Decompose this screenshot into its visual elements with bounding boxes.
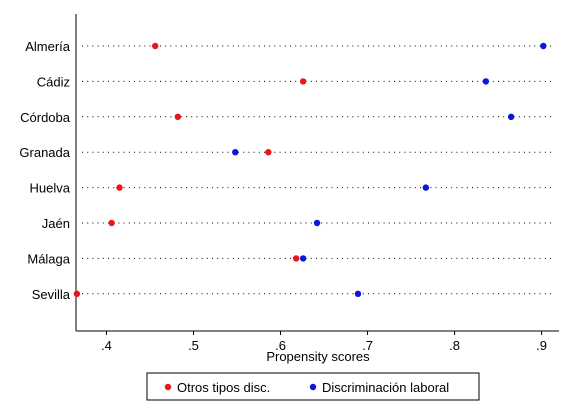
point-discriminacion-laboral-sevilla xyxy=(354,290,362,297)
category-label-jaen: Jaén xyxy=(42,216,70,231)
point-discriminacion-laboral-cordoba xyxy=(507,113,515,121)
category-label-malaga: Málaga xyxy=(27,251,70,266)
category-labels: Almería Cádiz Córdoba Granada Huelva Jaén Mála… xyxy=(19,39,70,302)
x-tick-label: .9 xyxy=(536,338,547,353)
x-tick-label: .6 xyxy=(275,338,286,353)
legend-label-discriminacion-laboral: Discriminación laboral xyxy=(322,380,449,395)
data-points xyxy=(73,42,547,297)
category-label-cadiz: Cádiz xyxy=(37,74,70,89)
x-axis-title: Propensity scores xyxy=(266,349,370,364)
point-discriminacion-laboral-granada xyxy=(232,149,239,156)
x-tick-label: .8 xyxy=(449,338,460,353)
point-otros-tipos-disc-almeria xyxy=(151,42,159,50)
point-discriminacion-laboral-cadiz xyxy=(482,78,490,85)
category-label-almeria: Almería xyxy=(25,39,71,54)
point-otros-tipos-disc-sevilla xyxy=(73,290,81,297)
grid-layer xyxy=(82,45,555,295)
legend-marker-discriminacion-laboral xyxy=(309,383,317,391)
x-tick-label: .7 xyxy=(362,338,373,353)
category-label-sevilla: Sevilla xyxy=(32,287,71,302)
category-label-huelva: Huelva xyxy=(30,181,71,196)
point-otros-tipos-disc-jaen xyxy=(108,219,115,227)
point-otros-tipos-disc-granada xyxy=(265,149,272,156)
point-discriminacion-laboral-malaga xyxy=(299,255,307,262)
point-otros-tipos-disc-huelva xyxy=(116,184,123,191)
legend-marker-otros-tipos xyxy=(164,383,172,391)
point-discriminacion-laboral-jaen xyxy=(313,219,321,227)
category-label-cordoba: Córdoba xyxy=(20,110,71,125)
category-label-granada: Granada xyxy=(19,145,70,160)
point-otros-tipos-disc-cordoba xyxy=(174,113,182,121)
point-discriminacion-laboral-almeria xyxy=(540,42,547,50)
x-axis-ticks: .4 .5 .6 .7 .8 .9 xyxy=(101,331,547,353)
point-otros-tipos-disc-cadiz xyxy=(299,78,307,85)
point-otros-tipos-disc-malaga xyxy=(292,255,300,262)
legend-label-otros-tipos: Otros tipos disc. xyxy=(177,380,270,395)
point-discriminacion-laboral-huelva xyxy=(422,184,430,191)
x-tick-label: .5 xyxy=(188,338,199,353)
legend: Otros tipos disc. Discriminación laboral xyxy=(146,372,480,401)
x-tick-label: .4 xyxy=(101,338,112,353)
